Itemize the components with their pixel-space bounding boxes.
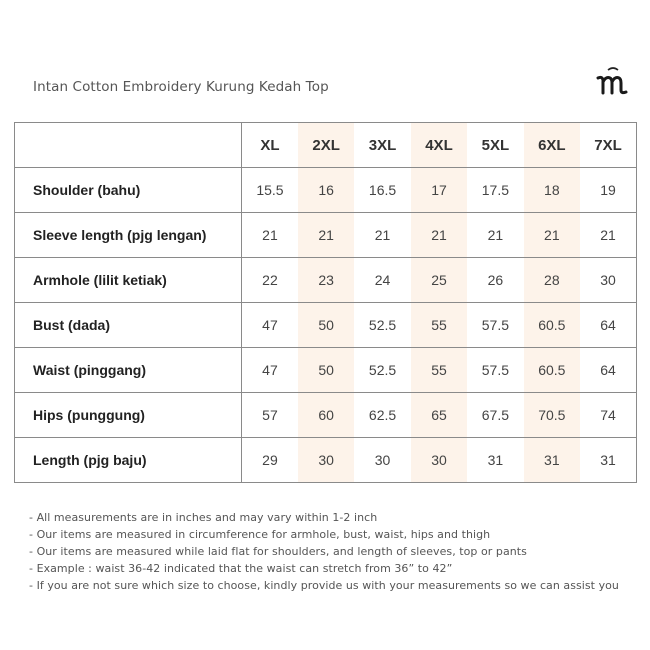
table-row-hips: Hips (punggung) 57 60 62.5 65 67.5 70.5 …: [14, 392, 638, 438]
measure-cell: 23: [297, 257, 355, 303]
measure-cell: 50: [297, 302, 355, 348]
measure-cell: 21: [580, 212, 638, 258]
measure-cell: 16.5: [354, 167, 411, 213]
measure-cell: 15.5: [241, 167, 298, 213]
measure-cell: 62.5: [354, 392, 411, 438]
size-header-3xl: 3XL: [354, 122, 411, 168]
measure-cell: 17: [410, 167, 468, 213]
note-line: - Our items are measured in circumferenc…: [29, 528, 491, 541]
size-header-2xl: 2XL: [297, 122, 355, 168]
measure-cell: 70.5: [523, 392, 581, 438]
measure-cell: 30: [410, 437, 468, 483]
size-header-5xl: 5XL: [467, 122, 524, 168]
measure-cell: 30: [580, 257, 638, 303]
measure-cell: 65: [410, 392, 468, 438]
measure-cell: 21: [241, 212, 298, 258]
measurement-notes: - All measurements are in inches and may…: [29, 509, 619, 594]
measure-cell: 60.5: [523, 347, 581, 393]
measure-cell: 22: [241, 257, 298, 303]
note-line: - If you are not sure which size to choo…: [29, 579, 619, 592]
measure-cell: 52.5: [354, 302, 411, 348]
measure-cell: 21: [354, 212, 411, 258]
measure-cell: 19: [580, 167, 638, 213]
row-label: Length (pjg baju): [14, 437, 242, 483]
measure-cell: 30: [297, 437, 355, 483]
size-header-7xl: 7XL: [580, 122, 638, 168]
measure-cell: 31: [523, 437, 581, 483]
measure-cell: 28: [523, 257, 581, 303]
measure-cell: 60: [297, 392, 355, 438]
size-header-xl: XL: [241, 122, 298, 168]
row-label: Waist (pinggang): [14, 347, 242, 393]
measure-cell: 21: [297, 212, 355, 258]
row-label: Bust (dada): [14, 302, 242, 348]
measure-cell: 21: [467, 212, 524, 258]
table-row-shoulder: Shoulder (bahu) 15.5 16 16.5 17 17.5 18 …: [14, 167, 638, 213]
table-row-armhole: Armhole (lilit ketiak) 22 23 24 25 26 28…: [14, 257, 638, 303]
measure-cell: 55: [410, 347, 468, 393]
measure-cell: 47: [241, 302, 298, 348]
measure-cell: 57: [241, 392, 298, 438]
size-header-4xl: 4XL: [410, 122, 468, 168]
measure-cell: 57.5: [467, 347, 524, 393]
note-line: - Our items are measured while laid flat…: [29, 545, 527, 558]
measure-cell: 50: [297, 347, 355, 393]
row-label: Armhole (lilit ketiak): [14, 257, 242, 303]
measure-cell: 60.5: [523, 302, 581, 348]
table-row-bust: Bust (dada) 47 50 52.5 55 57.5 60.5 64: [14, 302, 638, 348]
measure-cell: 26: [467, 257, 524, 303]
measure-cell: 18: [523, 167, 581, 213]
row-label: Shoulder (bahu): [14, 167, 242, 213]
measure-cell: 25: [410, 257, 468, 303]
measure-cell: 24: [354, 257, 411, 303]
note-line: - Example : waist 36-42 indicated that t…: [29, 562, 453, 575]
measure-cell: 52.5: [354, 347, 411, 393]
size-chart-table: XL 2XL 3XL 4XL 5XL 6XL 7XL Shoulder (bah…: [14, 122, 638, 483]
brand-m-logo-icon: [596, 67, 628, 95]
measure-cell: 64: [580, 302, 638, 348]
measure-cell: 57.5: [467, 302, 524, 348]
measure-cell: 29: [241, 437, 298, 483]
size-header-6xl: 6XL: [523, 122, 581, 168]
measure-cell: 55: [410, 302, 468, 348]
row-label: Sleeve length (pjg lengan): [14, 212, 242, 258]
header-corner-cell: [14, 122, 242, 168]
table-row-waist: Waist (pinggang) 47 50 52.5 55 57.5 60.5…: [14, 347, 638, 393]
measure-cell: 31: [467, 437, 524, 483]
measure-cell: 17.5: [467, 167, 524, 213]
measure-cell: 74: [580, 392, 638, 438]
measure-cell: 47: [241, 347, 298, 393]
note-line: - All measurements are in inches and may…: [29, 511, 378, 524]
row-label: Hips (punggung): [14, 392, 242, 438]
table-row-sleeve-length: Sleeve length (pjg lengan) 21 21 21 21 2…: [14, 212, 638, 258]
measure-cell: 30: [354, 437, 411, 483]
measure-cell: 64: [580, 347, 638, 393]
measure-cell: 67.5: [467, 392, 524, 438]
size-header-row: XL 2XL 3XL 4XL 5XL 6XL 7XL: [14, 122, 638, 168]
table-row-length: Length (pjg baju) 29 30 30 30 31 31 31: [14, 437, 638, 483]
measure-cell: 21: [523, 212, 581, 258]
measure-cell: 31: [580, 437, 638, 483]
measure-cell: 21: [410, 212, 468, 258]
page-title: Intan Cotton Embroidery Kurung Kedah Top: [33, 79, 329, 95]
measure-cell: 16: [297, 167, 355, 213]
